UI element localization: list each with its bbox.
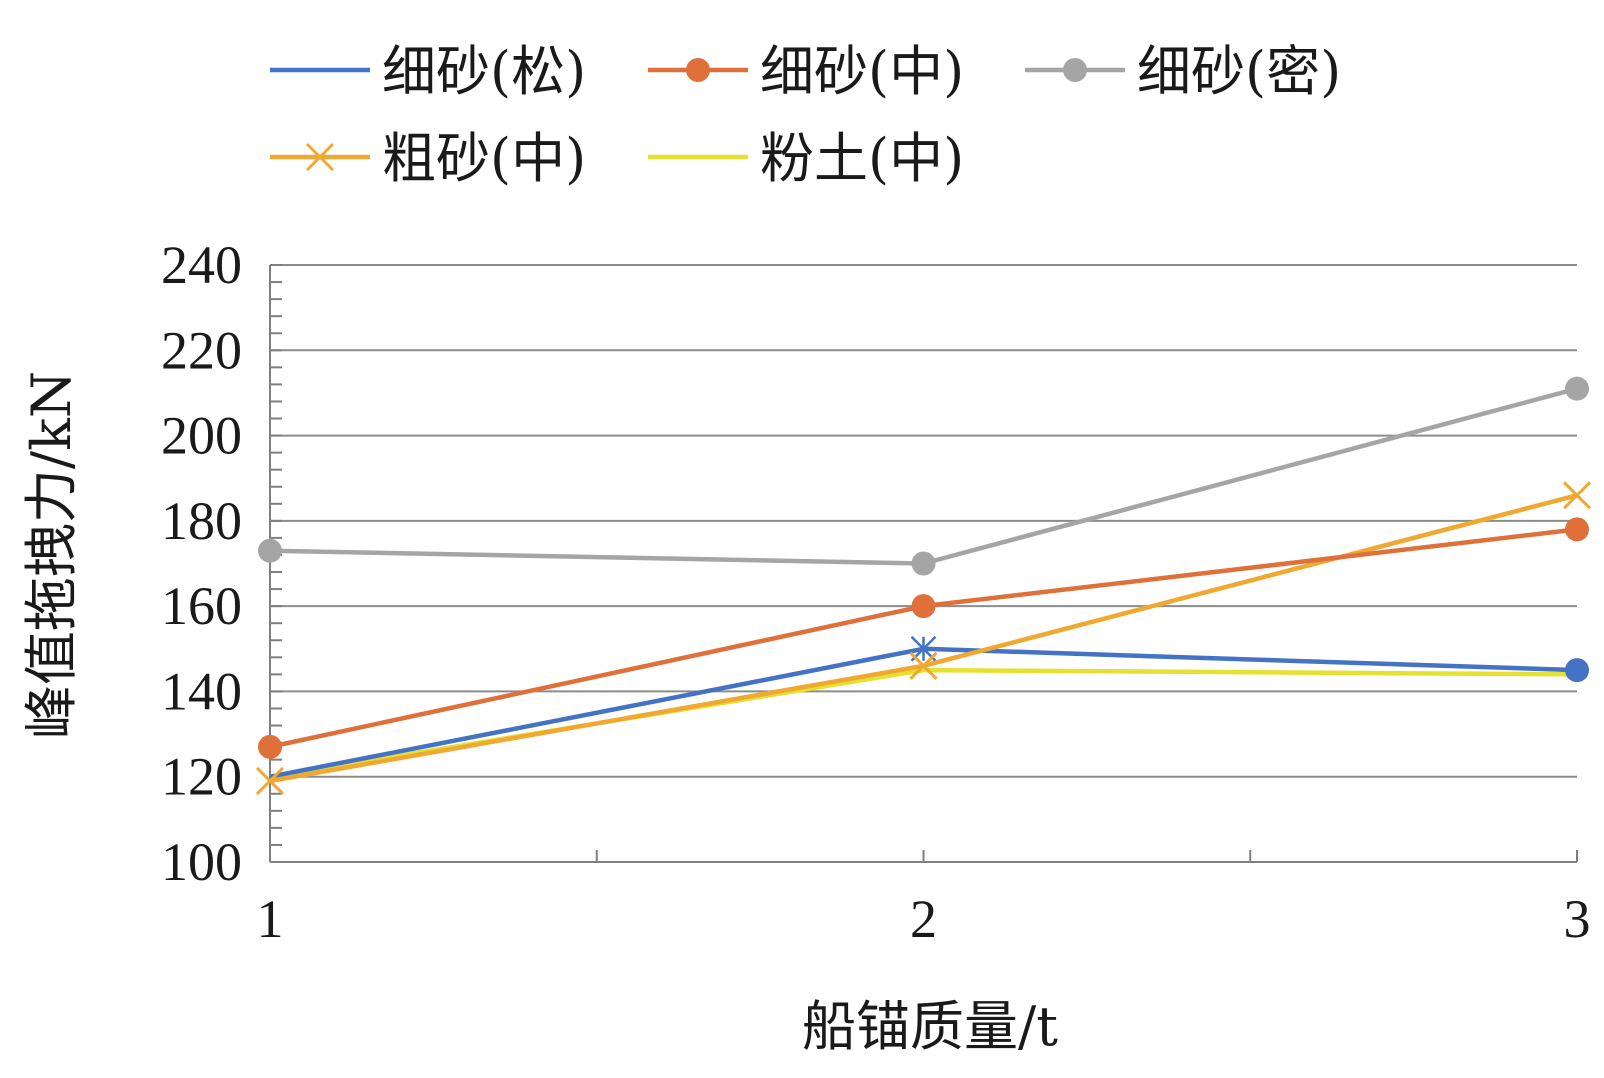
y-tick-label: 160 xyxy=(161,576,242,636)
y-axis-title: 峰值拖拽力/kN xyxy=(20,371,83,739)
y-tick-label: 120 xyxy=(161,747,242,807)
data-point xyxy=(255,766,285,796)
legend-item-4: 粗砂(中) xyxy=(270,127,586,190)
data-point xyxy=(909,651,938,680)
legend-item-3: 细砂(密) xyxy=(1025,40,1341,103)
data-point xyxy=(911,551,936,576)
x-tick-labels: 1 2 3 xyxy=(257,889,1591,949)
gridlines xyxy=(270,264,1577,778)
legend: 细砂(松) 细砂(中) 细砂(密) 粗砂(中) 粉土(中) xyxy=(270,40,1341,190)
x-tick-label: 2 xyxy=(910,889,937,949)
data-point xyxy=(1565,658,1589,683)
y-tick-label: 240 xyxy=(161,235,242,295)
legend-label: 细砂(中) xyxy=(760,40,964,103)
y-tick-label: 220 xyxy=(161,320,242,380)
series-4 xyxy=(255,481,1592,796)
x-marker-stroke xyxy=(1562,481,1592,510)
axes xyxy=(269,264,1578,863)
legend-label: 细砂(密) xyxy=(1137,40,1341,103)
legend-label: 粗砂(中) xyxy=(382,127,586,190)
y-tick-label: 100 xyxy=(161,832,242,892)
y-tick-labels: 100 120 140 160 180 200 220 240 xyxy=(161,235,242,892)
legend-marker xyxy=(1063,58,1087,82)
series-2 xyxy=(258,517,1589,759)
x-marker-stroke xyxy=(305,142,335,172)
data-point xyxy=(258,538,282,563)
series-3 xyxy=(258,376,1589,576)
y-tick-label: 200 xyxy=(161,406,242,466)
data-point xyxy=(911,594,936,619)
x-axis-title: 船锚质量/t xyxy=(802,995,1058,1058)
legend-marker xyxy=(686,58,710,82)
data-point xyxy=(922,669,925,672)
series-group xyxy=(255,376,1592,796)
x-tick-label: 3 xyxy=(1564,889,1591,949)
data-point xyxy=(1562,481,1592,510)
data-point xyxy=(269,775,271,778)
data-point xyxy=(1565,517,1589,542)
legend-item-1: 细砂(松) xyxy=(270,40,586,103)
data-point xyxy=(258,734,282,759)
x-tick-label: 1 xyxy=(257,889,284,949)
y-tick-label: 180 xyxy=(161,491,242,551)
series-1 xyxy=(269,635,1589,779)
legend-label: 粉土(中) xyxy=(760,127,964,190)
x-marker-stroke xyxy=(909,651,938,680)
x-marker-stroke xyxy=(255,766,285,796)
legend-label: 细砂(松) xyxy=(382,40,586,103)
series-line xyxy=(269,667,1578,779)
data-point xyxy=(1565,376,1589,401)
y-tick-label: 140 xyxy=(161,661,242,721)
series-5 xyxy=(269,667,1578,779)
series-line xyxy=(269,386,1578,566)
legend-item-2: 细砂(中) xyxy=(648,40,964,103)
legend-item-5: 粉土(中) xyxy=(648,127,964,190)
legend-marker xyxy=(305,142,335,172)
